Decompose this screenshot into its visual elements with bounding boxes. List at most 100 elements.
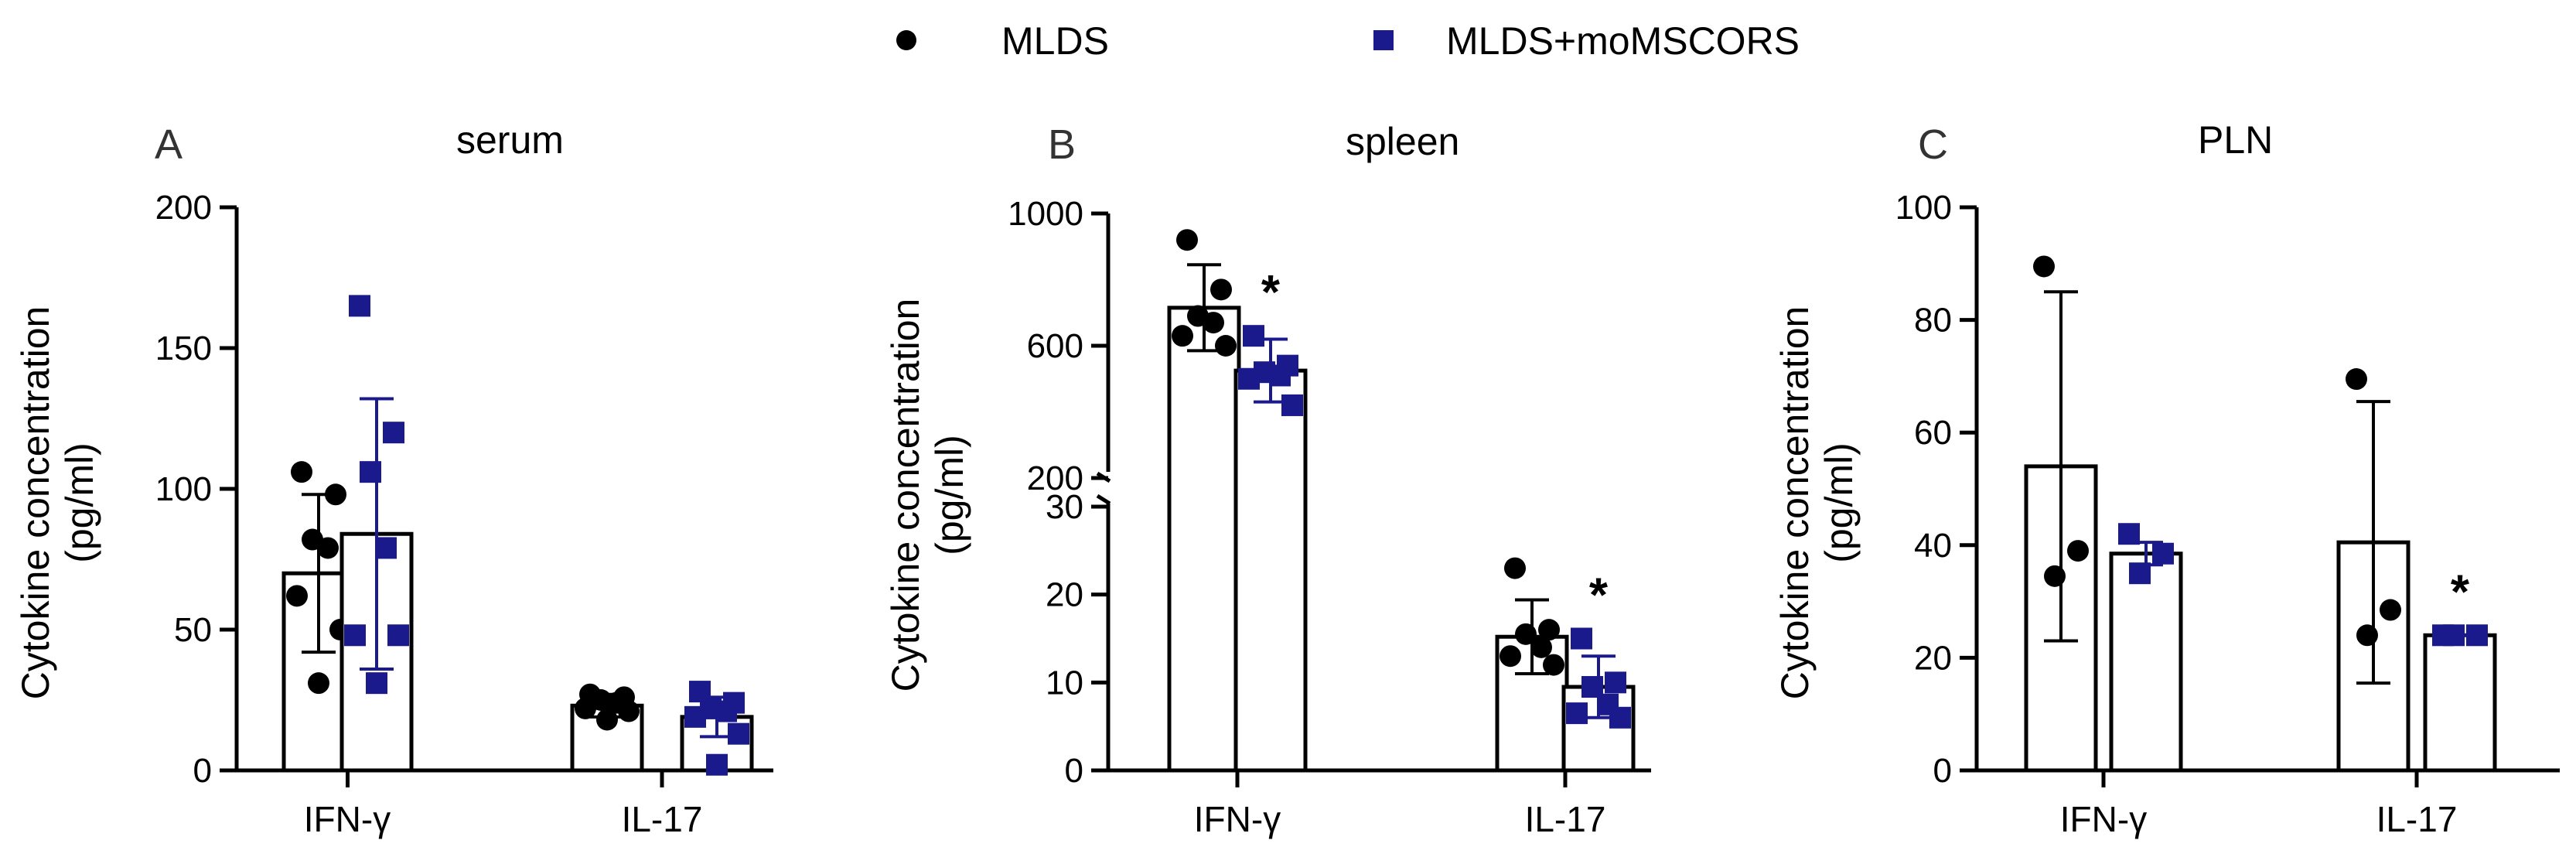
data-point [2356, 624, 2378, 647]
axis-break-mark [1096, 493, 1111, 506]
data-point [1566, 702, 1588, 725]
data-point [1176, 229, 1198, 251]
data-point [344, 624, 366, 647]
y-tick-label: 1000 [1008, 195, 1083, 233]
y-axis-label-line-2: (pg/ml) [1817, 442, 1861, 563]
data-point [383, 422, 404, 444]
panel-title-pln: PLN [2198, 118, 2273, 162]
data-point [618, 700, 640, 722]
data-point [1210, 278, 1232, 301]
data-point [1609, 706, 1631, 729]
data-point [1203, 312, 1224, 334]
data-point [349, 295, 370, 317]
data-point [360, 461, 381, 483]
bar-lower-segment [1233, 483, 1308, 773]
data-point [706, 753, 728, 776]
y-tick-label: 10 [1046, 664, 1083, 702]
bar [2109, 552, 2183, 773]
y-tick-label: 200 [155, 189, 212, 227]
significance-marker: * [2451, 565, 2470, 619]
y-axis-label-line-1: Cytokine concentration [1773, 306, 1817, 700]
legend-label-mlds: MLDS [1001, 19, 1109, 63]
data-point [387, 624, 409, 647]
significance-marker: * [1261, 266, 1281, 319]
data-point [1172, 325, 1193, 347]
data-point [286, 585, 308, 607]
data-point [715, 700, 737, 722]
panel-c-pln: C PLN Cytokine concentration (pg/ml) IFN… [1773, 118, 2560, 839]
x-tick-label-il-17: IL-17 [622, 799, 703, 839]
y-tick-label: 600 [1027, 327, 1083, 365]
data-point [2067, 540, 2089, 562]
data-point [375, 537, 397, 559]
y-tick-label: 30 [1046, 488, 1083, 526]
y-tick-label: 20 [1914, 639, 1952, 677]
y-axis-label-line-1: Cytokine concentration [14, 306, 57, 700]
data-point [684, 705, 706, 728]
data-point [1269, 364, 1291, 387]
y-tick-label: 20 [1046, 576, 1083, 614]
y-tick-label: 200 [1027, 459, 1083, 497]
y-axis-label-line-2: (pg/ml) [58, 442, 101, 563]
y-axis-label-line-2: (pg/ml) [928, 435, 971, 555]
y-tick-label: 80 [1914, 302, 1952, 340]
x-tick-label-ifn-gamma: IFN-γ [304, 799, 391, 839]
data-point [1543, 654, 1564, 676]
data-point [1504, 557, 1526, 579]
data-point [575, 697, 596, 719]
significance-marker: * [1589, 569, 1609, 623]
data-point [2346, 368, 2367, 391]
panel-title-serum: serum [456, 118, 564, 162]
y-tick-label: 0 [1933, 752, 1952, 790]
data-point [291, 461, 312, 483]
x-tick-label-ifn-gamma: IFN-γ [1194, 799, 1281, 839]
y-tick-label: 0 [1065, 752, 1083, 790]
x-tick-label-il-17: IL-17 [2376, 799, 2458, 839]
y-axis-label-line-1: Cytokine concentration [884, 299, 927, 692]
data-point [1530, 636, 1552, 658]
legend-label-mlds-momscors: MLDS+moMSCORS [1446, 19, 1800, 63]
data-point [1538, 619, 1560, 641]
data-point [1215, 335, 1237, 357]
x-tick-label-il-17: IL-17 [1525, 799, 1606, 839]
data-point [1281, 394, 1303, 416]
data-point [366, 672, 387, 695]
y-tick-label: 40 [1914, 527, 1952, 565]
panel-a-serum: A serum Cytokine concentration (pg/ml) I… [14, 118, 773, 839]
data-point [1238, 367, 1260, 390]
data-point [1500, 645, 1521, 668]
data-point [2118, 523, 2140, 545]
data-point [1243, 325, 1264, 347]
y-tick-label: 150 [155, 330, 212, 367]
data-point [1605, 671, 1626, 694]
data-point [2443, 624, 2465, 647]
y-tick-label: 100 [155, 470, 212, 508]
data-point [325, 483, 346, 506]
y-tick-label: 60 [1914, 414, 1952, 452]
data-point [2033, 255, 2055, 278]
panel-letter-b: B [1048, 121, 1076, 168]
panel-title-spleen: spleen [1346, 120, 1459, 163]
data-point [308, 672, 329, 695]
y-tick-label: 50 [174, 611, 212, 649]
y-tick-label: 0 [193, 752, 212, 790]
data-point [596, 709, 618, 731]
data-point [2129, 562, 2151, 585]
bar [2423, 633, 2497, 773]
legend-marker-mlds-momscors [1373, 30, 1394, 50]
panel-b-spleen: B spleen Cytokine concentration (pg/ml) … [884, 120, 1651, 839]
data-point [317, 537, 339, 559]
data-point [728, 722, 749, 745]
bar-lower-segment [1167, 483, 1241, 773]
data-point [2044, 565, 2066, 587]
data-point [1515, 623, 1537, 645]
data-point [2466, 624, 2488, 647]
panel-letter-a: A [155, 121, 183, 168]
y-tick-label: 100 [1895, 189, 1952, 227]
legend-marker-mlds [896, 30, 916, 50]
legend: MLDS MLDS+moMSCORS [896, 19, 1800, 63]
data-point [2380, 599, 2401, 621]
x-tick-label-ifn-gamma: IFN-γ [2060, 799, 2147, 839]
data-point [2152, 542, 2174, 565]
